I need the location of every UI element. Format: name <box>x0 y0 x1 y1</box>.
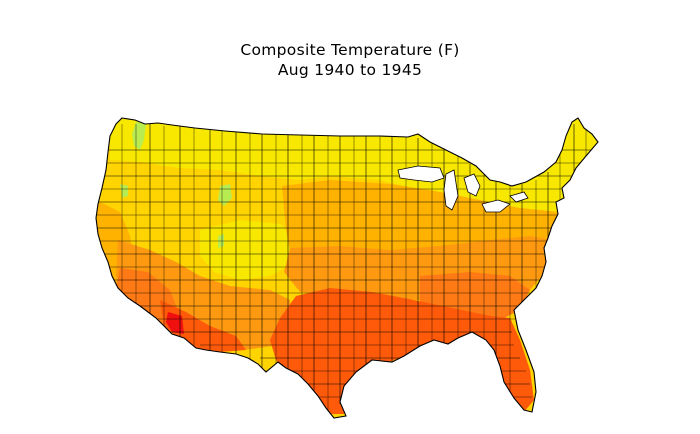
state-border-lines <box>149 124 575 404</box>
great-lakes <box>397 165 529 213</box>
region-red-orange-south <box>270 288 534 414</box>
temperature-regions <box>96 118 598 418</box>
map-title-block: Composite Temperature (F) Aug 1940 to 19… <box>0 40 700 80</box>
region-light-green-cascades <box>132 122 146 150</box>
map-subtitle: Aug 1940 to 1945 <box>277 61 423 79</box>
climate-division-borders <box>96 124 598 412</box>
region-light-green-idaho <box>218 184 232 206</box>
us-outline <box>95 117 599 419</box>
map-title: Composite Temperature (F) <box>240 41 460 59</box>
region-red-arizona-sw <box>166 312 184 334</box>
region-orange-southwest <box>116 240 292 350</box>
